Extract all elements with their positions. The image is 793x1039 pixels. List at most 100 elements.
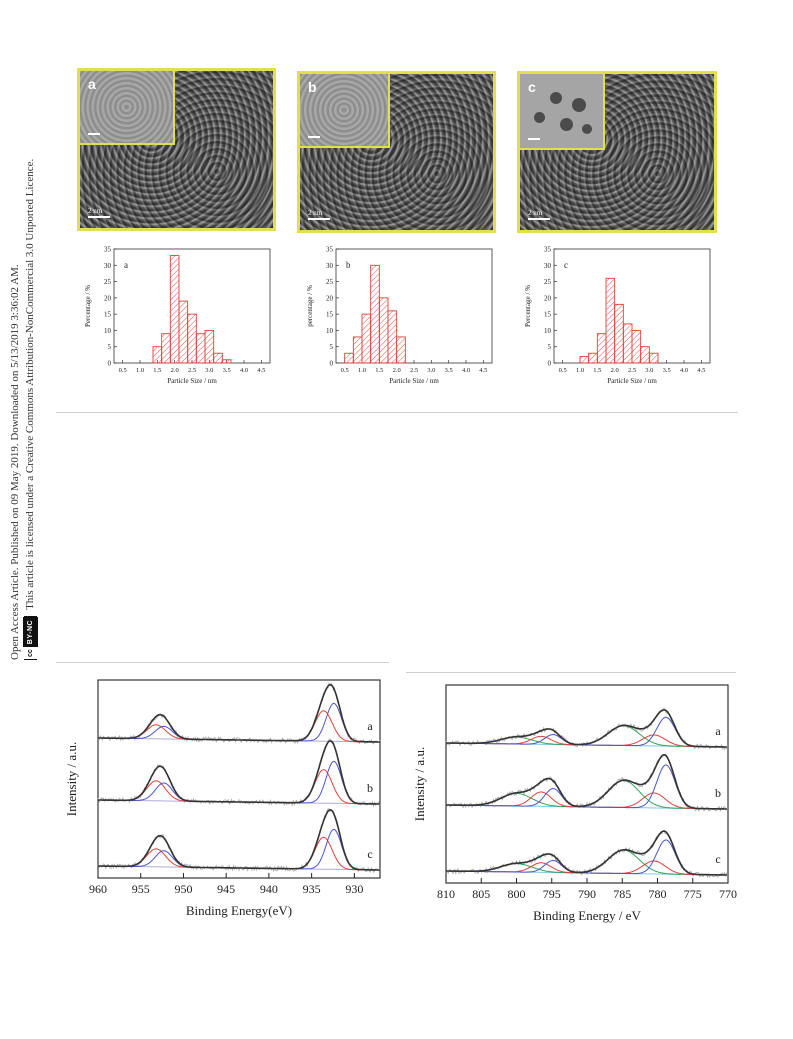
x-tick-label: 945 [217, 882, 235, 896]
y-tick-label: 30 [544, 262, 552, 270]
nanoparticle-dot [534, 112, 545, 123]
x-tick-label: 2.0 [171, 367, 179, 374]
nanoparticle-dot [572, 98, 586, 112]
x-tick-label: 800 [508, 887, 526, 901]
x-tick-label: 4.0 [240, 367, 248, 374]
y-tick-label: 10 [104, 327, 112, 335]
x-tick-label: 4.5 [257, 367, 265, 374]
x-tick-label: 1.5 [593, 367, 601, 374]
xps-envelope-b [446, 753, 727, 810]
x-tick-label: 795 [543, 887, 561, 901]
xps-envelope-a [446, 709, 727, 748]
xps-series-label-b: b [367, 781, 373, 795]
x-tick-label: 785 [613, 887, 631, 901]
xps-fit-peak2-c [98, 828, 380, 871]
section-divider-top [56, 412, 738, 413]
y-tick-label: 0 [548, 360, 552, 368]
histogram-bar [169, 255, 180, 364]
histogram-bar [579, 356, 590, 364]
y-tick-label: 20 [104, 294, 112, 302]
y-tick-label: 5 [330, 343, 334, 351]
y-tick-label: 35 [544, 246, 552, 254]
tem-inset-scalebar-a [88, 133, 100, 135]
histogram-bar [195, 333, 206, 364]
y-axis-label: Percentage / % [84, 285, 92, 327]
y-tick-label: 15 [326, 311, 334, 319]
y-tick-label: 25 [544, 278, 552, 286]
xps-frame [445, 684, 729, 884]
x-tick-label: 955 [132, 882, 150, 896]
x-tick-label: 2.0 [393, 367, 401, 374]
x-tick-label: 950 [174, 882, 192, 896]
histogram-bar [370, 264, 380, 364]
histogram-bar [178, 300, 189, 364]
tem-inset-scalebar-c [528, 138, 540, 140]
tem-label-b: b [308, 79, 317, 95]
histogram-bar [361, 313, 372, 364]
x-tick-label: 775 [684, 887, 702, 901]
y-tick-label: 0 [330, 360, 334, 368]
tem-scalebar-a [88, 216, 110, 218]
y-tick-label: 5 [108, 343, 112, 351]
y-tick-label: 10 [544, 327, 552, 335]
sidebar-line-2[interactable]: This article is licensed under a Creativ… [24, 158, 36, 610]
x-tick-label: 1.5 [153, 367, 161, 374]
x-axis-label: Particle Size / nm [389, 377, 439, 385]
tem-image-b: b 2 nm [297, 71, 496, 233]
y-tick-label: 30 [326, 262, 334, 270]
xps-series-label-c: c [715, 852, 720, 866]
histogram-bar [221, 359, 232, 364]
nanoparticle-dot [582, 124, 592, 134]
x-tick-label: 3.0 [427, 367, 435, 374]
tem-inset-c [520, 74, 605, 150]
by-nc-badge-label: BY-NC [23, 616, 38, 648]
histogram-bar [596, 333, 607, 364]
xps-series-label-a: a [715, 724, 721, 738]
x-tick-label: 1.5 [375, 367, 383, 374]
y-tick-label: 20 [544, 294, 552, 302]
sidebar-line-2-row: cc BY-NC This article is licensed under … [23, 100, 38, 660]
cc-license-badge[interactable]: cc BY-NC [23, 615, 38, 660]
x-tick-label: 4.5 [479, 367, 487, 374]
section-divider-right [406, 672, 736, 673]
x-tick-label: 3.5 [663, 367, 671, 374]
xps-frame [97, 679, 381, 879]
panel-label: c [564, 260, 568, 270]
x-tick-label: 0.5 [119, 367, 127, 374]
y-tick-label: 20 [326, 294, 334, 302]
histogram-bar [204, 329, 215, 364]
histogram-bar [344, 352, 354, 364]
histogram-bar [161, 333, 171, 364]
panel-label: b [346, 260, 351, 270]
x-tick-label: 2.5 [188, 367, 196, 374]
y-tick-label: 35 [104, 246, 112, 254]
sidebar-line-1: Open Access Article. Published on 09 May… [9, 264, 21, 660]
xps-series-label-c: c [367, 847, 372, 861]
x-tick-label: 1.0 [136, 367, 144, 374]
x-axis-label: Particle Size / nm [167, 377, 217, 385]
histogram-bar [152, 346, 163, 364]
x-tick-label: 1.0 [358, 367, 366, 374]
nanoparticle-dot [550, 92, 562, 104]
xps-series-label-a: a [367, 719, 373, 733]
xps-envelope-c [446, 830, 727, 876]
histogram-bar [187, 313, 197, 364]
x-tick-label: 770 [719, 887, 737, 901]
histogram-bar [631, 329, 642, 364]
x-tick-label: 960 [89, 882, 107, 896]
panel-label: a [124, 260, 128, 270]
histogram-a: 0 5 10 15 20 25 30 35 0.5 1.0 1.5 2.0 2.5 3.0 3.5 4.0 4.… [84, 246, 271, 385]
histogram-bar [605, 277, 616, 364]
y-tick-label: 25 [104, 278, 112, 286]
tem-label-a: a [88, 76, 96, 92]
histogram-bar [640, 346, 650, 364]
y-tick-label: 10 [326, 327, 334, 335]
histogram-bar [648, 352, 659, 364]
y-axis-label: percentage / % [306, 285, 314, 327]
y-axis-label: Percentage / % [524, 285, 532, 327]
xps-series-label-b: b [715, 786, 721, 800]
x-tick-label: 4.0 [680, 367, 688, 374]
y-axis-label: Intensity / a.u. [412, 747, 427, 821]
histogram-bar [622, 323, 633, 364]
xps-chart-cu2p: 960 955 950 945 940 935 930 Binding Energy(eV) I… [64, 679, 381, 918]
